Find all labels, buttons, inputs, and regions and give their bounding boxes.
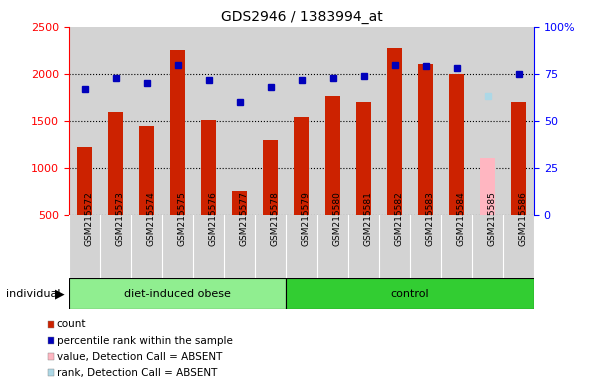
- Text: GSM215577: GSM215577: [239, 191, 248, 246]
- Text: ▶: ▶: [55, 287, 65, 300]
- Bar: [325, 96, 340, 262]
- Bar: [418, 64, 433, 262]
- Bar: [139, 126, 154, 262]
- Bar: [263, 140, 278, 262]
- Bar: [511, 102, 526, 262]
- Text: GSM215584: GSM215584: [457, 191, 466, 246]
- Text: GSM215580: GSM215580: [332, 191, 341, 246]
- Text: GSM215581: GSM215581: [364, 191, 373, 246]
- Text: rank, Detection Call = ABSENT: rank, Detection Call = ABSENT: [56, 368, 217, 378]
- Bar: [356, 102, 371, 262]
- Text: GSM215585: GSM215585: [487, 191, 497, 246]
- Bar: [201, 120, 216, 262]
- Text: GSM215575: GSM215575: [178, 191, 187, 246]
- Bar: [108, 113, 123, 262]
- Text: GSM215576: GSM215576: [209, 191, 218, 246]
- Text: count: count: [56, 319, 86, 329]
- Text: GSM215572: GSM215572: [85, 191, 94, 246]
- Bar: [449, 74, 464, 262]
- Bar: [480, 158, 495, 262]
- Bar: [69, 278, 286, 309]
- Text: GSM215578: GSM215578: [271, 191, 280, 246]
- Bar: [232, 190, 247, 262]
- Bar: [387, 48, 402, 262]
- Text: GSM215582: GSM215582: [395, 191, 404, 246]
- Text: GSM215586: GSM215586: [518, 191, 527, 246]
- Text: GSM215583: GSM215583: [425, 191, 434, 246]
- Title: GDS2946 / 1383994_at: GDS2946 / 1383994_at: [221, 10, 382, 25]
- Text: percentile rank within the sample: percentile rank within the sample: [56, 336, 233, 346]
- Text: GSM215579: GSM215579: [302, 191, 311, 246]
- Text: diet-induced obese: diet-induced obese: [124, 289, 231, 299]
- Text: control: control: [391, 289, 430, 299]
- Text: GSM215573: GSM215573: [115, 191, 125, 246]
- Bar: [77, 147, 92, 262]
- Text: GSM215574: GSM215574: [146, 191, 155, 246]
- Text: individual: individual: [6, 289, 61, 299]
- Text: value, Detection Call = ABSENT: value, Detection Call = ABSENT: [56, 352, 222, 362]
- Bar: [170, 50, 185, 262]
- Bar: [294, 117, 309, 262]
- Bar: [286, 278, 534, 309]
